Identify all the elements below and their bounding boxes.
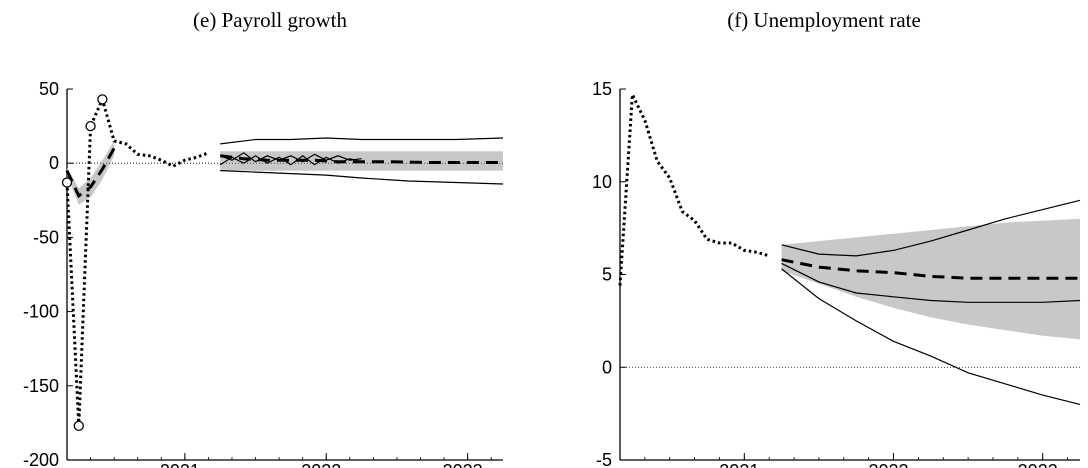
unemployment-y-tick-label: 0	[602, 357, 612, 377]
unemployment-median-forecast-line	[781, 258, 1080, 280]
unemployment-y-tick-label: 15	[592, 79, 612, 99]
payroll-outlier-marker	[97, 94, 108, 105]
payroll-y-tick-label: -50	[33, 227, 59, 247]
unemployment-x-tick-label: 2023	[1018, 461, 1058, 468]
payroll-median-forecast-line	[65, 147, 116, 199]
unemployment-x-tick-label: 2021	[719, 461, 759, 468]
unemployment-actual-data-line	[618, 88, 770, 286]
payroll-outlier-marker	[61, 177, 73, 188]
payroll-confidence-band	[67, 140, 115, 205]
payroll-x-tick-label: 2021	[160, 461, 200, 468]
chart-title-payroll: (e) Payroll growth	[193, 8, 347, 32]
payroll-outlier-marker	[73, 420, 84, 432]
payroll-actual-data-line	[65, 94, 209, 426]
payroll-median-forecast-line	[220, 154, 503, 164]
unemployment-bound-line	[781, 268, 1081, 405]
payroll-bound-line	[219, 155, 362, 166]
unemployment-confidence-band	[781, 218, 1080, 340]
unemployment-y-tick-label: -5	[596, 450, 612, 468]
unemployment-y-tick-label: 10	[592, 172, 612, 192]
payroll-y-tick-label: 0	[49, 153, 59, 173]
payroll-x-tick-label: 2023	[443, 461, 483, 468]
payroll-y-tick-label: 50	[39, 79, 59, 99]
unemployment-x-tick-label: 2022	[868, 461, 908, 468]
payroll-y-tick-label: -200	[23, 450, 59, 468]
payroll-y-tick-label: -150	[23, 376, 59, 396]
unemployment-bound-line	[781, 262, 1081, 303]
unemployment-y-tick-label: 5	[602, 265, 612, 285]
payroll-bound-line	[220, 137, 504, 145]
chart-title-unemployment: (f) Unemployment rate	[727, 8, 921, 32]
payroll-outlier-marker	[85, 120, 96, 132]
unemployment-bound-line	[781, 199, 1081, 257]
payroll-bound-line	[219, 152, 362, 163]
payroll-y-tick-label: -100	[23, 302, 59, 322]
payroll-bound-line	[220, 170, 504, 185]
payroll-x-tick-label: 2022	[301, 461, 341, 468]
